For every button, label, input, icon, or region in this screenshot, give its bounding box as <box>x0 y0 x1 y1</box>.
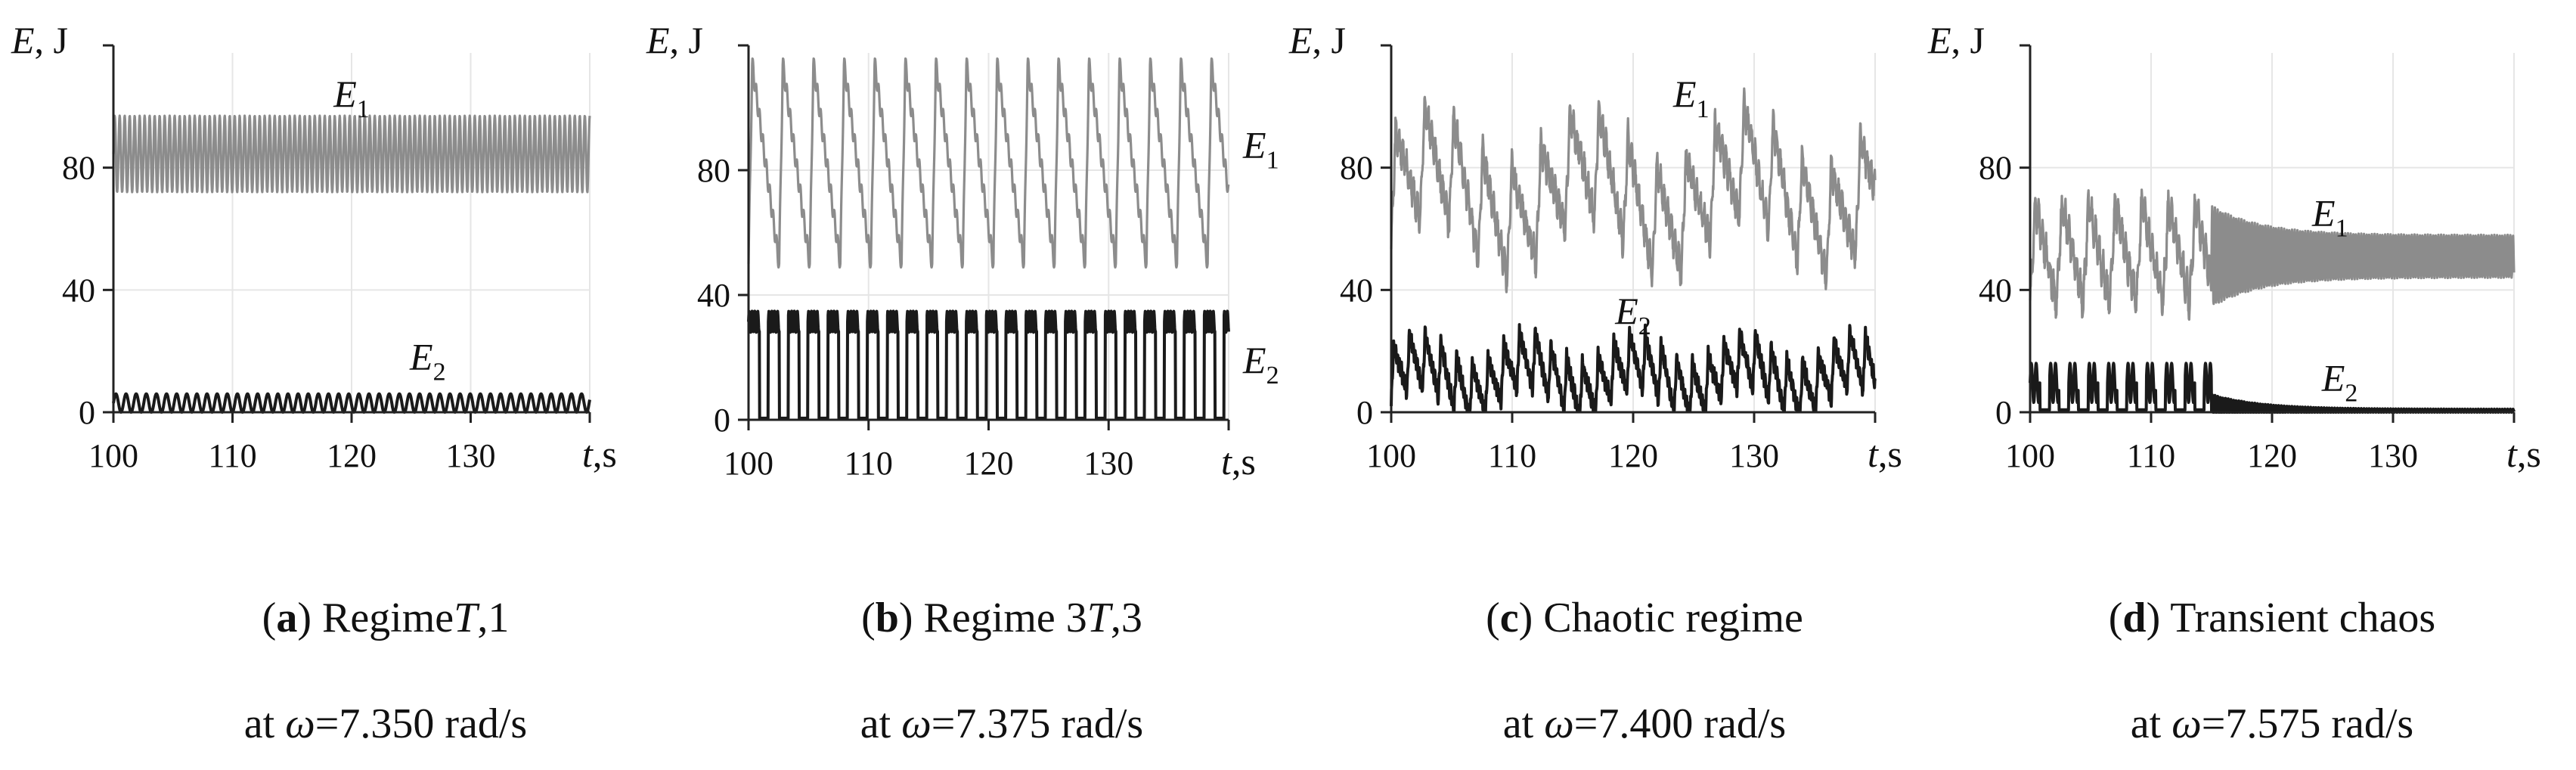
x-tick-label: 100 <box>88 437 138 474</box>
y-tick-label: 40 <box>697 277 730 314</box>
x-axis-label: t,s <box>1868 433 1902 475</box>
x-tick-label: 110 <box>845 445 893 482</box>
y-axis-label-unit: , J <box>670 19 703 61</box>
panel-b: 0 40 80 100 110 120 130 E, J t,s E1 E2 (b) Regime 3… <box>646 19 1279 747</box>
x-axis-label-symbol: t <box>582 433 594 475</box>
series-line-E1 <box>2029 188 2516 321</box>
panel-subcaption: at ω=7.375 rad/s <box>860 700 1143 747</box>
series-line-E2 <box>747 309 1230 420</box>
panel-caption: (b) Regime 3T,3 <box>861 595 1142 641</box>
panel-c: 0 40 80 100 110 120 130 E, J t,s E1 E2 (c) Chaotic … <box>1288 19 1902 747</box>
x-axis-label-symbol: t <box>1868 433 1879 475</box>
panel-caption: (c) Chaotic regime <box>1486 595 1803 641</box>
series-label-E1: E1 <box>1672 73 1710 123</box>
x-tick-label: 110 <box>1488 437 1536 474</box>
x-axis-label-unit: ,s <box>1878 433 1902 475</box>
series-line-E1 <box>1390 87 1877 293</box>
x-axis-label-symbol: t <box>2506 433 2518 475</box>
x-tick-label: 110 <box>2127 437 2175 474</box>
y-axis-label-unit: , J <box>1313 19 1346 61</box>
x-tick-label: 100 <box>2005 437 2055 474</box>
panel-subcaption: at ω=7.400 rad/s <box>1503 700 1786 747</box>
series-label-E1: E1 <box>2311 191 2348 242</box>
panel-letter: d <box>2122 595 2146 641</box>
y-axis-label-unit: , J <box>35 19 68 61</box>
y-tick-label: 0 <box>79 394 95 431</box>
y-axis-label-unit: , J <box>1951 19 1985 61</box>
panel-letter: a <box>276 595 297 641</box>
panel-caption: (d) Transient chaos <box>2109 595 2435 641</box>
x-tick-label: 120 <box>964 445 1014 482</box>
x-tick-label: 110 <box>208 437 256 474</box>
x-tick-label: 130 <box>446 437 496 474</box>
x-tick-label: 130 <box>2368 437 2418 474</box>
x-axis-label: t,s <box>1221 440 1256 483</box>
series-line-E2 <box>112 392 591 414</box>
x-axis-label-unit: ,s <box>1232 440 1256 483</box>
series-label-E1: E1 <box>333 73 370 123</box>
series-label-E2: E2 <box>1614 290 1651 340</box>
panel-subcaption: at ω=7.575 rad/s <box>2131 700 2413 747</box>
x-tick-label: 100 <box>1366 437 1416 474</box>
panel-d: 0 40 80 100 110 120 130 E, J t,s E1 E2 (d) Transien… <box>1927 19 2541 747</box>
series-label-E2: E2 <box>2321 357 2358 408</box>
x-tick-label: 130 <box>1729 437 1779 474</box>
y-axis-label: E, J <box>646 19 703 61</box>
panel-subcaption: at ω=7.350 rad/s <box>244 700 527 747</box>
x-axis-label: t,s <box>2506 433 2541 475</box>
y-axis-label: E, J <box>1927 19 1985 61</box>
series-line-E1 <box>112 114 591 194</box>
panel-letter: c <box>1500 595 1519 641</box>
x-tick-label: 120 <box>1608 437 1658 474</box>
y-tick-label: 40 <box>1340 272 1373 309</box>
y-tick-label: 0 <box>1995 394 2012 431</box>
panel-a: 0 40 80 100 110 120 130 E, J t,s E1 E2 (a) RegimeT,… <box>11 19 617 747</box>
x-axis-label-unit: ,s <box>2517 433 2541 475</box>
series-line-E1 <box>747 57 1230 269</box>
y-tick-label: 0 <box>714 402 730 439</box>
y-axis-label-symbol: E <box>646 19 670 61</box>
x-axis-label-symbol: t <box>1221 440 1232 483</box>
y-tick-label: 0 <box>1356 394 1373 431</box>
x-tick-label: 130 <box>1083 445 1133 482</box>
panel-letter: b <box>876 595 899 641</box>
y-tick-label: 80 <box>62 150 95 187</box>
x-tick-label: 100 <box>724 445 773 482</box>
y-tick-label: 80 <box>697 152 730 189</box>
x-axis-label: t,s <box>582 433 617 475</box>
x-tick-label: 120 <box>2247 437 2297 474</box>
y-axis-label-symbol: E <box>11 19 35 61</box>
panel-caption: (a) RegimeT,1 <box>262 595 510 641</box>
y-axis-label-symbol: E <box>1927 19 1951 61</box>
y-tick-label: 40 <box>62 272 95 309</box>
series-label-E2: E2 <box>409 335 446 386</box>
series-label-E1: E1 <box>1242 124 1279 175</box>
y-tick-label: 80 <box>1340 150 1373 187</box>
series-line-E2 <box>1390 323 1877 413</box>
y-tick-label: 80 <box>1979 150 2012 187</box>
y-axis-label: E, J <box>1288 19 1346 61</box>
y-axis-label: E, J <box>11 19 68 61</box>
x-tick-label: 120 <box>327 437 377 474</box>
y-tick-label: 40 <box>1979 272 2012 309</box>
series-label-E2: E2 <box>1242 339 1279 390</box>
x-axis-label-unit: ,s <box>593 433 617 475</box>
y-axis-label-symbol: E <box>1288 19 1313 61</box>
